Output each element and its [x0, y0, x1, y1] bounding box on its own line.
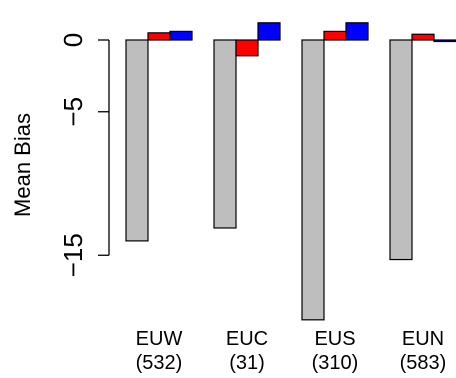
category-label: EUW	[136, 328, 183, 350]
category-labels: EUW(532) EUC(31) EUS(310) EUN(583)	[136, 328, 447, 374]
y-tick-label: −15	[58, 233, 88, 277]
bar-eus-red	[323, 30, 347, 41]
bar-eus-gray	[301, 39, 325, 321]
y-axis-label: Mean Bias	[10, 113, 35, 217]
bars-group	[125, 22, 456, 321]
bar-euw-blue	[169, 30, 193, 41]
bar-euc-red	[235, 39, 259, 57]
y-axis: 0 −5 −15	[58, 33, 110, 277]
category-count-label: (583)	[400, 352, 447, 374]
y-tick-label: −5	[58, 97, 88, 127]
category-label: EUS	[314, 328, 355, 350]
bar-eun-gray	[389, 39, 413, 261]
category-count-label: (310)	[312, 352, 359, 374]
bar-euc-blue	[257, 22, 281, 41]
bar-eun-blue	[433, 39, 456, 43]
bar-euw-red	[147, 32, 171, 41]
category-label: EUC	[226, 328, 268, 350]
bar-euw-gray	[125, 39, 149, 242]
bar-euc-gray	[213, 39, 237, 229]
category-label: EUN	[402, 328, 444, 350]
category-count-label: (532)	[136, 352, 183, 374]
y-tick-label: 0	[58, 33, 88, 47]
bar-eus-blue	[345, 22, 369, 41]
bar-eun-red	[411, 33, 435, 41]
category-count-label: (31)	[229, 352, 265, 374]
